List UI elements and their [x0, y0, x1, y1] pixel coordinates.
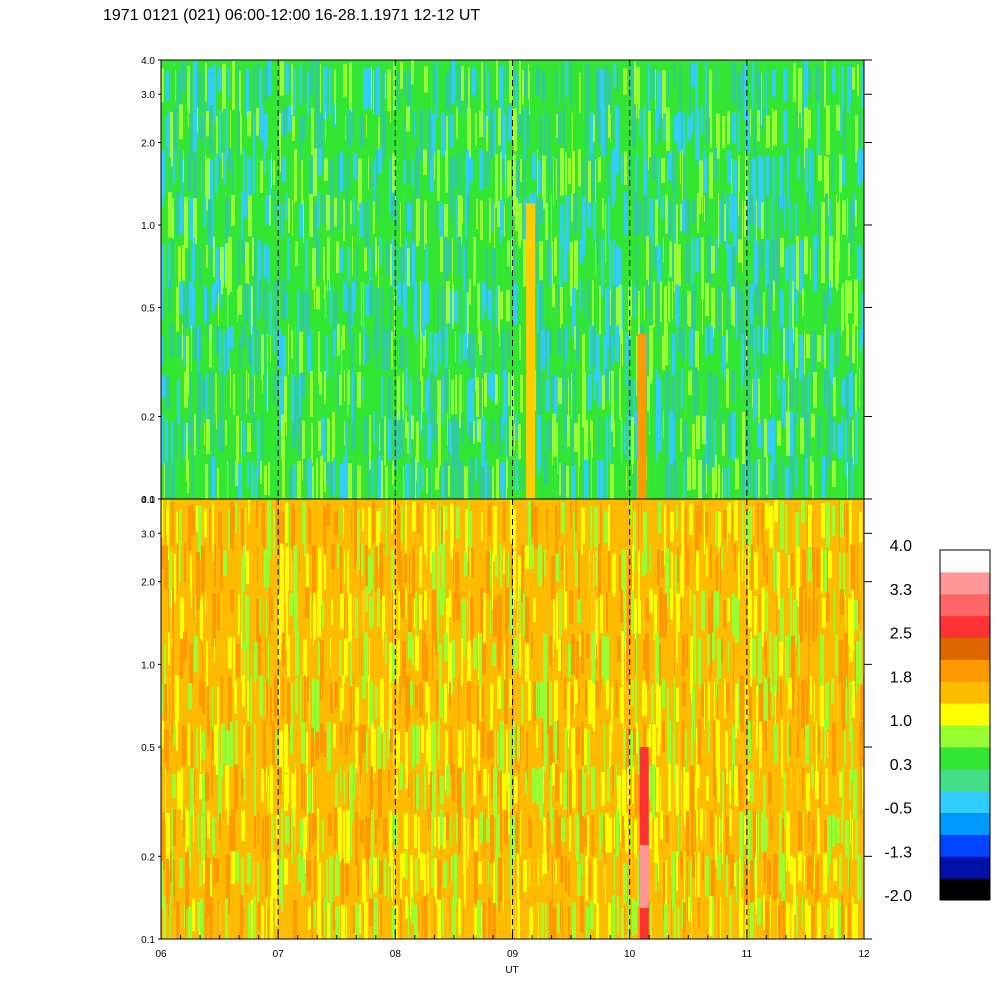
- x-tick-label: 09: [507, 949, 519, 960]
- colorbar-swatch: [940, 768, 990, 792]
- y-tick-label: 3.0: [141, 90, 155, 101]
- colorbar-frame: [939, 549, 991, 901]
- colorbar-swatch: [940, 812, 990, 835]
- panel-texture: [161, 499, 864, 939]
- feature-streak-1: [637, 334, 647, 499]
- colorbar-swatch: [940, 834, 990, 857]
- axes-layer: 0.10.20.51.02.03.04.00.10.20.51.02.03.04…: [141, 56, 872, 960]
- y-tick-label: 0.5: [141, 743, 155, 754]
- y-tick-label: 2.0: [141, 138, 155, 149]
- colorbar-swatch: [940, 615, 990, 639]
- x-tick-label: 08: [390, 949, 402, 960]
- colorbar-tick-label: 1.0: [890, 713, 912, 730]
- panels-layer: [160, 59, 865, 940]
- y-tick-label: 4.0: [141, 56, 155, 67]
- colorbar-tick-label: -1.3: [884, 844, 912, 861]
- colorbar-tick-label: -0.5: [884, 801, 912, 818]
- panel-upper: [160, 59, 865, 500]
- feature-streak-2: [526, 203, 536, 500]
- y-tick-label: 3.0: [141, 529, 155, 540]
- feature-streak-1: [639, 747, 649, 939]
- colorbar-swatch: [940, 659, 990, 682]
- y-tick-label: 0.1: [141, 935, 155, 946]
- chart-title: 1971 0121 (021) 06:00-12:00 16-28.1.1971…: [103, 7, 480, 24]
- y-tick-label: 0.2: [141, 413, 155, 424]
- x-tick-label: 07: [273, 949, 285, 960]
- colorbar-swatch: [940, 725, 990, 748]
- x-tick-label: 06: [155, 949, 167, 960]
- panel-lower: [160, 498, 865, 940]
- colorbar-swatch: [940, 681, 990, 704]
- colorbar-tick-label: 3.3: [890, 582, 912, 599]
- colorbar-swatch: [940, 790, 990, 814]
- colorbar-swatch: [940, 593, 990, 617]
- colorbar-swatch: [940, 571, 990, 595]
- y-tick-label: 0.1: [141, 495, 155, 506]
- colorbar-swatch: [940, 637, 990, 660]
- colorbar-swatch: [940, 878, 990, 901]
- y-tick-label: 1.0: [141, 221, 155, 232]
- colorbar-swatch: [940, 746, 990, 770]
- y-tick-label: 2.0: [141, 578, 155, 589]
- colorbar-tick-label: -2.0: [884, 888, 912, 905]
- panel-texture: [161, 60, 864, 499]
- x-tick-label: 10: [624, 949, 636, 960]
- colorbar-tick-label: 1.8: [890, 669, 912, 686]
- colorbar-tick-label: 2.5: [890, 626, 912, 643]
- x-tick-label: 12: [858, 949, 870, 960]
- y-tick-label: 4.0: [141, 495, 155, 506]
- y-tick-label: 1.0: [141, 660, 155, 671]
- y-tick-label: 0.5: [141, 303, 155, 314]
- colorbar-swatch: [940, 703, 990, 726]
- x-tick-label: 11: [742, 949, 753, 960]
- colorbar: 4.0 3.3 2.5 1.8 1.0 0.3 -0.5 -1.3 -2.0: [884, 538, 991, 905]
- colorbar-swatch: [940, 550, 990, 573]
- y-tick-label: 0.2: [141, 852, 155, 863]
- colorbar-tick-label: 0.3: [890, 757, 912, 774]
- colorbar-tick-label: 4.0: [890, 538, 912, 555]
- feature-streak-2: [639, 845, 649, 908]
- x-axis-label: UT: [505, 965, 518, 976]
- colorbar-swatch: [940, 856, 990, 879]
